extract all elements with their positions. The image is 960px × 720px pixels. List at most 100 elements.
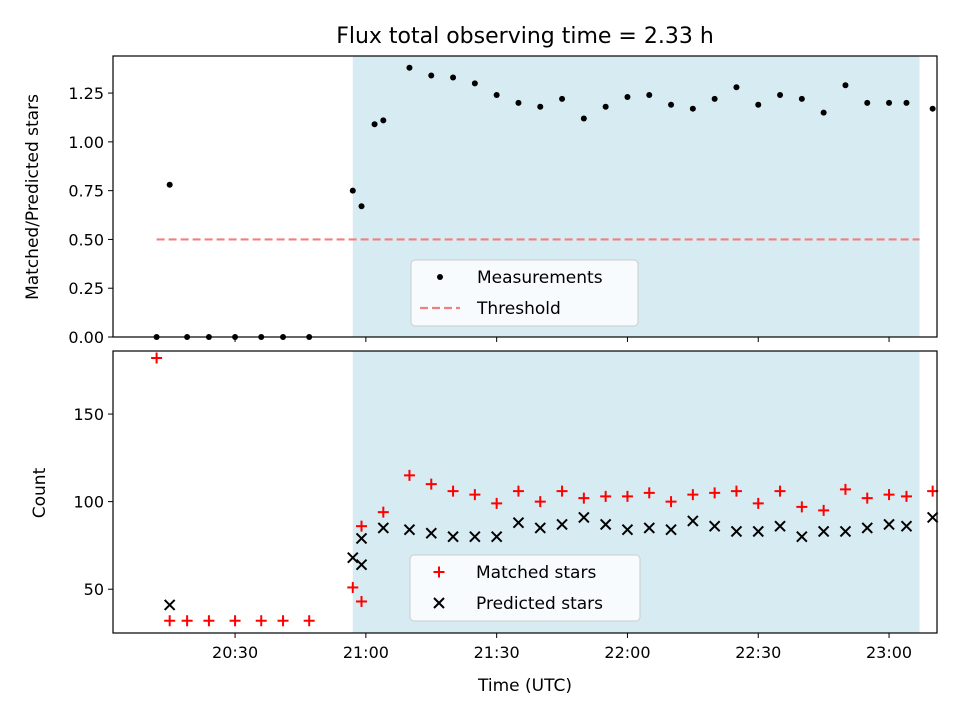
y-tick-label: 50 [84,580,104,599]
measurement-point [166,181,173,188]
predicted-stars-point [900,520,913,532]
measurement-point [929,105,936,112]
matched-stars-point [469,489,481,501]
matched-stars-point [377,506,389,518]
matched-stars-point [556,485,568,497]
x-stroke-b [839,525,852,538]
predicted-stars-point [687,515,699,527]
matched-stars-point [347,581,359,593]
x-stroke-b [926,511,939,524]
predicted-stars-point [599,518,612,531]
matched-stars-point [600,490,612,502]
x-tick-label: 22:00 [604,643,650,662]
x-stroke-b [708,520,721,532]
x-stroke-b [534,522,546,534]
x-stroke-b [883,518,895,531]
predicted-stars-point [752,525,764,538]
predicted-stars-point [512,516,525,529]
y-tick-label: 100 [73,493,104,512]
x-stroke-b [752,525,764,538]
matched-stars-point [578,492,590,504]
measurement-point [349,187,356,194]
x-stroke-b [447,530,459,543]
predicted-stars-point [861,522,873,534]
measurement-point [515,99,522,106]
measurement-point [711,95,718,102]
y-tick-label: 0.00 [68,328,104,347]
x-stroke-b [512,516,525,529]
legend-label: Measurements [477,268,603,288]
y-tick-label: 1.25 [68,84,104,103]
predicted-stars-point [347,551,359,564]
matched-stars-point [900,490,912,502]
predicted-stars-point [403,523,416,536]
x-stroke-b [403,523,416,536]
axes-frame [112,350,938,634]
predicted-stars-point [730,525,743,538]
matched-stars-point [861,492,873,504]
matched-stars-point [303,615,315,627]
matched-stars-point [839,483,851,495]
legend-label: Matched stars [476,563,596,583]
measurement-point [646,92,653,99]
measurement-point [668,101,675,108]
predicted-stars-point [469,530,481,543]
measurement-point [493,92,500,99]
matched-stars-point [534,496,546,508]
matched-stars-point [151,352,163,364]
x-tick-label: 21:00 [343,643,389,662]
legend-x-b [433,597,445,609]
legend: Measurements Threshold [410,259,639,327]
matched-stars-point [425,478,437,490]
measurement-point [864,99,871,106]
matched-stars-point [203,615,215,627]
predicted-stars-point [377,522,390,534]
chart-title: Flux total observing time = 2.33 h [336,24,714,49]
x-stroke-b [469,530,481,543]
predicted-stars-point [425,527,437,539]
measurement-point [371,121,378,128]
x-tick-label: 20:30 [212,643,258,662]
x-stroke-b [665,523,677,536]
legend-dot-marker [437,274,443,280]
y-tick-label: 150 [73,405,104,424]
x-tick-label: 23:00 [866,643,912,662]
legend-box [410,259,639,327]
measurement-point [624,93,631,100]
matched-stars-point [491,497,503,509]
matched-stars-point [774,485,786,497]
x-stroke-b [355,532,368,545]
axes-frame [112,55,938,338]
x-stroke-b [377,522,390,534]
matched-stars-point [512,485,524,497]
matched-stars-point [818,504,830,516]
x-stroke-b [163,599,176,611]
y-tick-label: 0.75 [68,182,104,201]
matched-stars-point [403,469,415,481]
predicted-stars-point [355,532,368,545]
y-tick-label: 1.00 [68,133,104,152]
matched-stars-point [277,615,289,627]
matched-stars-point [255,615,267,627]
bottom-y-axis-label: Count [30,467,50,518]
measurement-point [358,203,365,210]
x-stroke-b [796,530,808,543]
x-tick-label: 21:30 [474,643,520,662]
x-stroke-b [900,520,913,532]
x-tick-label: 22:30 [735,643,781,662]
predicted-stars-point [839,525,852,538]
x-stroke-b [861,522,873,534]
top-y-axis-label: Matched/Predicted stars [23,94,43,300]
matched-stars-point [181,615,193,627]
predicted-stars-point [774,520,786,532]
measurement-point [559,95,566,102]
x-stroke-b [556,518,568,531]
predicted-stars-point [665,523,677,536]
measurement-point [537,103,544,110]
measurement-point [471,80,478,87]
predicted-stars-point [556,518,568,531]
matched-stars-point [927,485,939,497]
measurement-point [842,82,849,89]
predicted-stars-point [355,558,368,571]
